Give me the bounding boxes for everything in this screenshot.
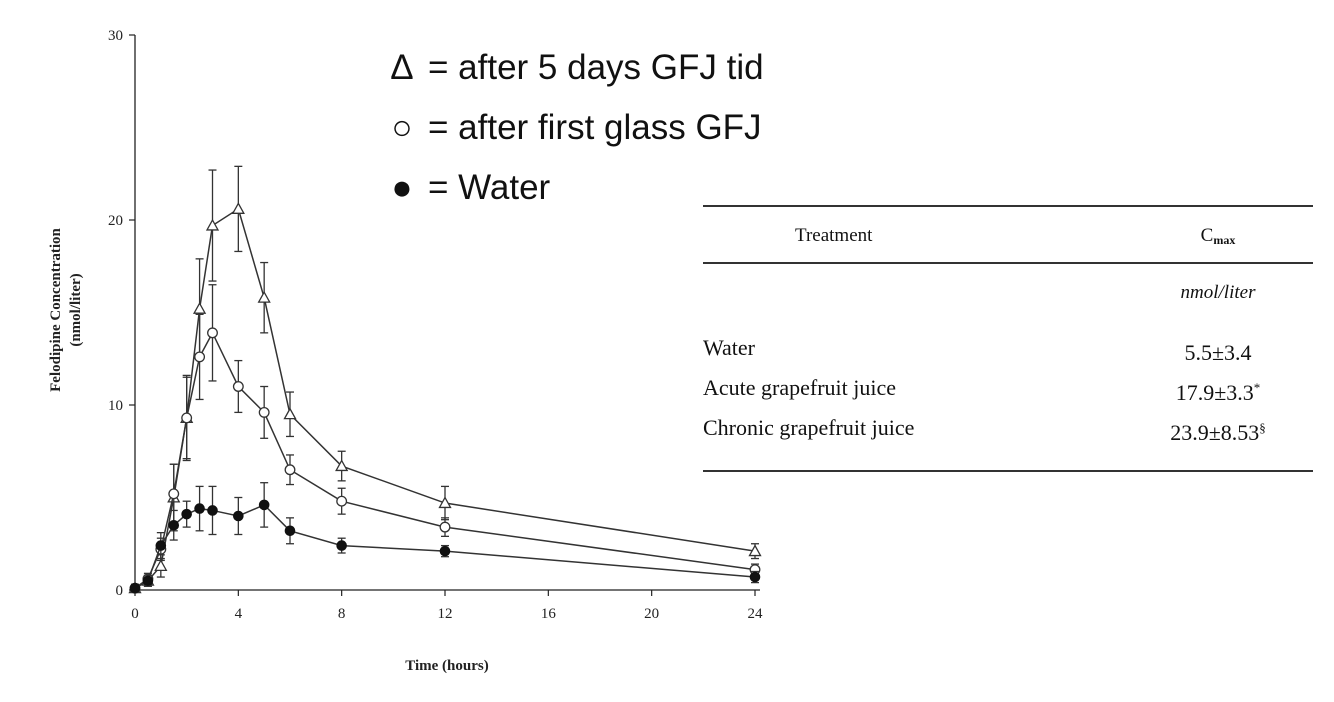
y-axis-title-line-2: (nmol/liter) (68, 273, 84, 346)
data-point-triangle (257, 290, 271, 303)
data-point-open-circle (284, 464, 296, 476)
filled-circle-icon: ● (391, 168, 413, 207)
y-tick-label-10: 10 (108, 398, 123, 414)
data-point-filled-circle (155, 540, 167, 551)
data-point-filled-circle (129, 582, 141, 594)
x-tick-label-4: 4 (235, 606, 243, 622)
data-point-filled-circle (168, 519, 180, 531)
data-point-open-circle (232, 381, 244, 392)
row-value: 23.9±8.53§ (1123, 408, 1313, 448)
table-header-rule (703, 262, 1313, 264)
data-point-triangle (154, 559, 168, 571)
legend-label-5day: = after 5 days GFJ tid (428, 48, 764, 87)
header-treatment: Treatment (795, 225, 873, 246)
y-tick-label-0: 0 (116, 583, 124, 599)
row-value-text: 5.5±3.4 (1184, 340, 1252, 365)
x-tick-label-12: 12 (438, 606, 453, 622)
header-cmax-sub: max (1213, 233, 1236, 247)
table-bottom-rule (703, 470, 1313, 472)
row-mark: * (1253, 380, 1261, 395)
data-point-filled-circle (233, 510, 244, 522)
row-value-text: 23.9±8.53 (1170, 420, 1260, 445)
header-cmax: Cmax (1123, 225, 1313, 248)
x-tick-label-0: 0 (131, 606, 139, 622)
table-row: Water 5.5±3.4 (703, 328, 1313, 368)
series-2 (129, 482, 761, 594)
data-point-triangle (231, 202, 245, 214)
row-mark: § (1259, 420, 1266, 435)
data-point-open-circle (439, 521, 451, 533)
data-point-triangle (283, 407, 297, 420)
data-point-open-circle (336, 495, 348, 507)
legend-item-first-glass: ○ = after first glass GFJ (384, 98, 764, 158)
row-treatment: Water (703, 335, 755, 360)
table-row: Chronic grapefruit juice 23.9±8.53§ (703, 408, 1313, 448)
x-tick-label-24: 24 (748, 606, 764, 622)
data-point-triangle (205, 218, 220, 231)
data-point-filled-circle (207, 505, 218, 516)
data-point-filled-circle (194, 503, 205, 514)
pk-chart: 0 4 8 12 16 20 24 0 10 20 30 Time (hours) Felodipi… (48, 28, 763, 674)
y-tick-label-20: 20 (108, 213, 123, 229)
x-tick-label-20: 20 (644, 606, 659, 622)
triangle-icon: Δ (390, 48, 414, 87)
table-row: Acute grapefruit juice 17.9±3.3* (703, 368, 1313, 408)
data-point-open-circle (258, 406, 270, 418)
row-value: 5.5±3.4 (1123, 328, 1313, 368)
data-point-filled-circle (284, 525, 296, 537)
legend: Δ = after 5 days GFJ tid ○ = after first… (384, 38, 764, 218)
data-point-open-circle (207, 327, 218, 339)
data-point-filled-circle (142, 575, 154, 587)
legend-item-5day: Δ = after 5 days GFJ tid (384, 38, 764, 98)
data-point-triangle (335, 459, 349, 472)
data-point-filled-circle (336, 540, 347, 551)
table-header-row: Treatment Cmax (703, 207, 1313, 262)
row-value-text: 17.9±3.3 (1175, 380, 1254, 405)
data-point-open-circle (181, 412, 193, 424)
data-point-triangle (192, 301, 207, 314)
data-point-filled-circle (749, 571, 761, 583)
row-treatment: Chronic grapefruit juice (703, 415, 915, 440)
table-top-rule (703, 205, 1313, 207)
legend-label-first-glass: = after first glass GFJ (428, 108, 762, 147)
data-point-filled-circle (439, 545, 451, 557)
table-bottom-gap (703, 448, 1313, 470)
open-circle-icon: ○ (391, 108, 413, 147)
series-layer (128, 165, 762, 594)
row-treatment: Acute grapefruit juice (703, 375, 897, 400)
legend-item-water: ● = Water (384, 158, 764, 218)
data-point-filled-circle (181, 508, 192, 520)
cmax-table: Treatment Cmax nmol/liter Water 5.5±3.4 … (703, 205, 1313, 472)
legend-label-water: = Water (428, 168, 551, 207)
x-tick-label-16: 16 (541, 606, 557, 622)
data-point-triangle (438, 496, 452, 509)
row-value: 17.9±3.3* (1123, 368, 1313, 408)
y-axis-title: Felodipine Concentration (nmol/liter) (48, 227, 84, 391)
data-point-open-circle (168, 488, 180, 500)
data-point-triangle (748, 544, 762, 557)
axis-ticks: 0 4 8 12 16 20 24 0 10 20 30 (108, 28, 763, 622)
y-tick-label-30: 30 (108, 28, 123, 44)
x-tick-label-8: 8 (338, 606, 346, 622)
header-cmax-main: C (1200, 225, 1214, 246)
data-point-open-circle (194, 351, 206, 363)
table-units-row: nmol/liter (703, 264, 1313, 328)
units-spacer (703, 282, 1123, 304)
y-axis-title-line-1: Felodipine Concentration (48, 227, 64, 391)
data-point-filled-circle (258, 499, 270, 511)
x-axis-title: Time (hours) (405, 658, 488, 674)
units-label: nmol/liter (1180, 282, 1256, 303)
